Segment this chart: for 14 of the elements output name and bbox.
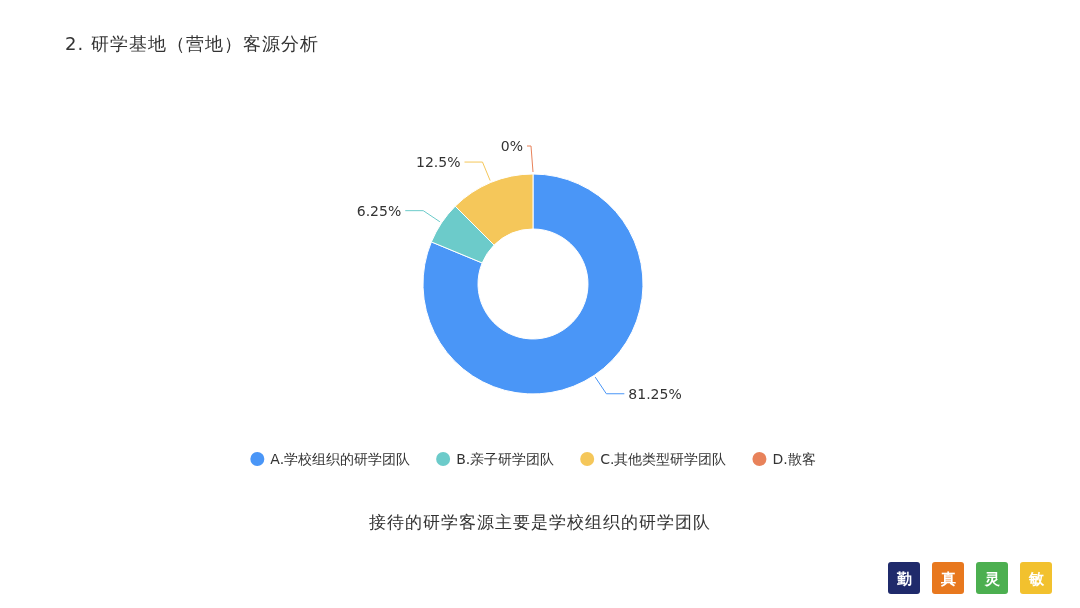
- legend-label: B.亲子研学团队: [456, 451, 555, 467]
- data-label: 6.25%: [356, 202, 402, 219]
- chart-title: 2. 研学基地（营地）客源分析: [65, 33, 319, 54]
- data-label: 81.25%: [628, 385, 682, 402]
- legend-label: D.散客: [772, 451, 816, 467]
- text: 勤: [895, 570, 912, 588]
- text: 接待的研学客源主要是学校组织的研学团队: [369, 512, 711, 532]
- data-label: 12.5%: [416, 154, 461, 171]
- text: 灵: [983, 570, 1000, 588]
- legend-label: C.其他类型研学团队: [600, 451, 727, 467]
- text: 0%: [500, 138, 523, 154]
- text: 敏: [1027, 570, 1045, 588]
- legend-label: A.学校组织的研学团队: [270, 451, 411, 467]
- text: 真: [939, 570, 956, 588]
